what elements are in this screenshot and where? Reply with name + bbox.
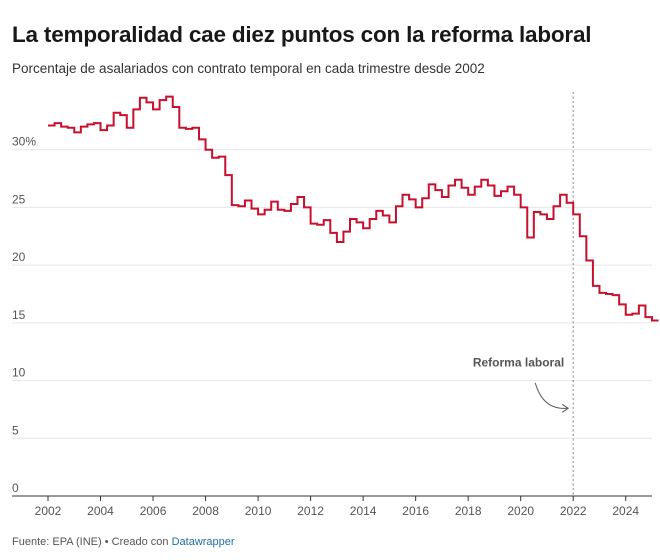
x-tick-label-2016: 2016 [402,504,429,518]
y-tick-label-20: 20 [12,250,26,264]
footer-created-with: Creado con [111,536,172,548]
y-tick-label-15: 15 [12,308,26,322]
chart-footer: Fuente: EPA (INE) • Creado con Datawrapp… [12,536,235,548]
x-tick-label-2014: 2014 [350,504,377,518]
y-tick-label-25: 25 [12,192,26,206]
y-tick-label-5: 5 [12,423,19,437]
annotation-arrow [534,382,568,409]
y-axis: 0 5 10 15 20 25 30% [12,135,36,495]
series-line-temporalidad [48,95,659,322]
y-tick-label-30: 30% [12,135,36,149]
x-tick-label-2012: 2012 [297,504,324,518]
x-tick-label-2020: 2020 [507,504,534,518]
chart-title: La temporalidad cae diez puntos con la r… [12,22,592,47]
footer-source: Fuente: EPA (INE) [12,536,102,548]
y-tick-label-0: 0 [12,481,19,495]
chart-subtitle: Porcentaje de asalariados con contrato t… [12,61,485,76]
y-tick-label-10: 10 [12,366,26,380]
grid-lines [12,149,652,497]
x-tick-label-2022: 2022 [560,504,587,518]
x-tick-label-2010: 2010 [245,504,272,518]
footer-tool-link[interactable]: Datawrapper [171,536,235,548]
annotation-arrowhead [561,403,570,413]
annotation-reforma: Reforma laboral [473,92,574,496]
x-tick-label-2006: 2006 [140,504,167,518]
x-tick-label-2024: 2024 [612,504,639,518]
x-tick-label-2002: 2002 [35,504,62,518]
annotation-label: Reforma laboral [473,356,564,370]
footer-separator: • [101,536,112,548]
x-tick-label-2008: 2008 [192,504,219,518]
x-tick-label-2004: 2004 [87,504,114,518]
x-tick-label-2018: 2018 [455,504,482,518]
x-axis: 2002 2004 2006 2008 2010 2012 2014 2016 2018 2020… [35,496,639,518]
